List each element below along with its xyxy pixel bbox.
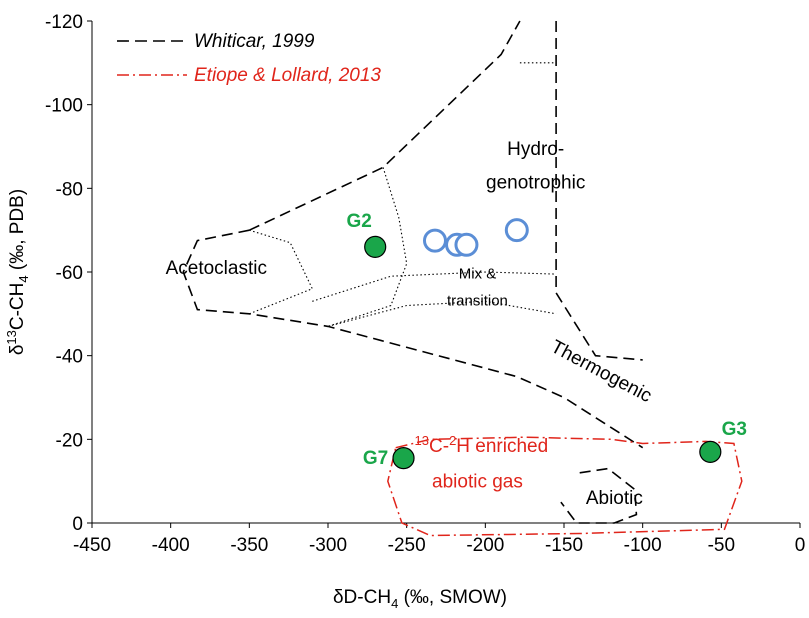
y-tick-label: 0 xyxy=(72,514,83,535)
y-tick-label: -60 xyxy=(56,263,83,284)
x-tick-label: -100 xyxy=(624,535,662,556)
x-tick-label: -150 xyxy=(545,535,583,556)
region-label-enriched: 13C-2H enriched xyxy=(415,433,549,457)
region-label: Hydro- xyxy=(507,139,564,160)
data-point-g7 xyxy=(392,447,415,470)
region-label: Mix & xyxy=(459,265,497,282)
y-tick-label: -80 xyxy=(56,179,83,200)
region-label: abiotic gas xyxy=(432,471,523,492)
whiticar-subfield-boundary xyxy=(312,271,557,302)
etiope-boundary xyxy=(387,436,743,537)
legend-label: Etiope & Lollard, 2013 xyxy=(194,65,381,86)
x-tick-label: -450 xyxy=(73,535,111,556)
y-axis-title: δ13C-CH4 (‰, PDB) xyxy=(4,189,31,355)
x-tick-label: -250 xyxy=(388,535,426,556)
region-label: transition xyxy=(447,292,508,309)
data-point-g2 xyxy=(364,235,387,258)
legend-label: Whiticar, 1999 xyxy=(194,31,315,52)
region-label: Acetoclastic xyxy=(166,258,267,279)
y-tick-label: -120 xyxy=(45,12,83,33)
data-label-g3: G3 xyxy=(722,419,747,440)
whiticar-subfield-boundary xyxy=(327,300,557,327)
data-label-g2: G2 xyxy=(347,211,372,232)
x-axis-title: δD-CH4 (‰, SMOW) xyxy=(333,587,507,611)
whiticar-boundary xyxy=(555,21,643,361)
region-label: Abiotic xyxy=(586,488,643,509)
whiticar-boundary xyxy=(248,20,521,231)
x-tick-label: -200 xyxy=(466,535,504,556)
region-label: Thermogenic xyxy=(547,336,655,407)
y-tick-label: -20 xyxy=(56,430,83,451)
x-tick-label: -400 xyxy=(152,535,190,556)
x-tick-label: -350 xyxy=(230,535,268,556)
region-label: genotrophic xyxy=(486,172,585,193)
x-tick-label: -50 xyxy=(708,535,735,556)
legend: Whiticar, 1999 Etiope & Lollard, 2013 xyxy=(117,31,381,86)
data-point-open xyxy=(504,218,529,243)
data-point-open xyxy=(454,232,479,257)
data-label-g7: G7 xyxy=(363,448,388,469)
y-tick-label: -40 xyxy=(56,347,83,368)
x-tick-label: -300 xyxy=(309,535,347,556)
data-point-open xyxy=(422,228,447,253)
whiticar-subfield-boundary xyxy=(249,229,314,315)
y-tick-label: -100 xyxy=(45,96,83,117)
whiticar-boundary xyxy=(560,467,638,524)
data-point-g3 xyxy=(699,440,722,463)
x-tick-label: 0 xyxy=(795,535,806,556)
whiticar-boundary xyxy=(182,229,644,449)
